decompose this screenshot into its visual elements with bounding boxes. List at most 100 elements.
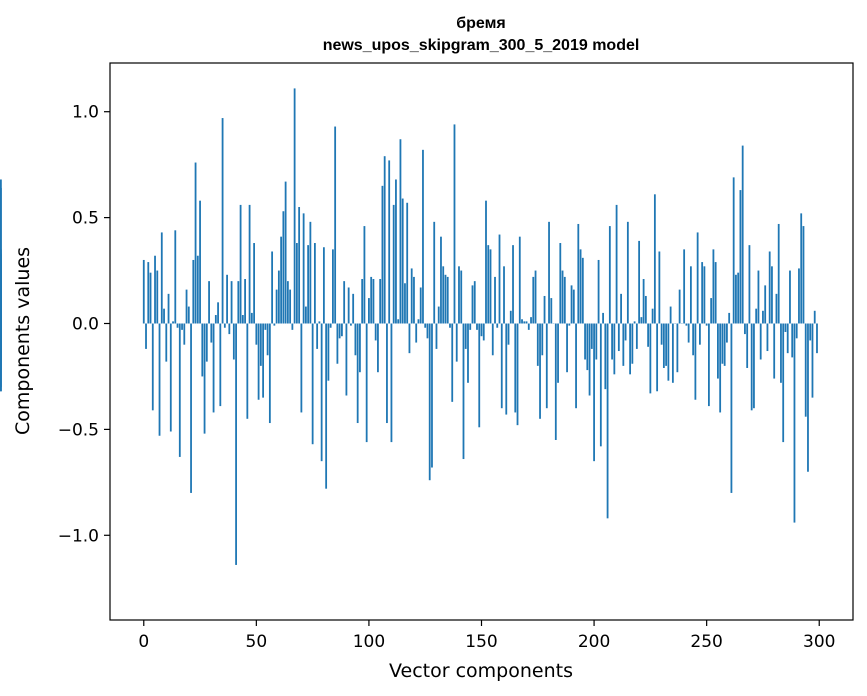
bar	[426, 323, 429, 339]
bar	[593, 323, 595, 462]
bar	[154, 255, 156, 324]
bar	[476, 323, 478, 330]
bar	[212, 323, 215, 413]
bar	[298, 207, 301, 324]
bar	[741, 145, 744, 324]
bar	[214, 315, 217, 324]
bar	[264, 323, 267, 330]
bar	[309, 221, 312, 324]
bar	[791, 323, 794, 358]
bar	[0, 323, 2, 388]
bar	[813, 310, 816, 324]
bar	[395, 179, 397, 324]
bar	[183, 323, 186, 345]
bar	[0, 255, 2, 324]
bar	[0, 323, 2, 337]
bar	[437, 306, 440, 324]
bar	[149, 272, 152, 324]
bar	[446, 276, 449, 324]
bar	[746, 323, 749, 368]
bar	[169, 323, 172, 432]
bar	[237, 281, 240, 324]
bar	[163, 308, 165, 324]
bar	[444, 274, 447, 324]
bar	[473, 281, 476, 324]
bar	[151, 323, 154, 411]
x-tick-label: 0	[138, 632, 149, 652]
bar	[753, 323, 755, 409]
bar	[316, 323, 319, 349]
bar	[320, 323, 323, 462]
bar	[284, 181, 287, 324]
bar	[784, 323, 787, 332]
bar	[338, 323, 341, 339]
bar	[804, 323, 807, 417]
bar	[498, 234, 501, 324]
bar	[167, 293, 170, 324]
bar	[604, 323, 607, 390]
bar	[489, 249, 492, 324]
bar	[721, 323, 724, 364]
bar	[602, 312, 604, 324]
bar	[491, 323, 494, 356]
bar	[807, 323, 809, 472]
bar	[694, 323, 697, 400]
bar	[399, 139, 402, 324]
bar	[386, 323, 388, 424]
bar	[642, 279, 645, 324]
bar	[325, 323, 328, 489]
bar	[735, 274, 737, 324]
bar	[793, 323, 796, 523]
bar	[282, 211, 285, 324]
bar	[577, 223, 580, 324]
bar	[516, 323, 519, 426]
bar	[714, 262, 717, 324]
x-axis-ticks: 0 50 100 150 200 250 300	[138, 620, 835, 652]
bar	[496, 323, 499, 328]
bar	[347, 287, 350, 324]
y-tick-label: 0.0	[72, 314, 99, 334]
bar	[703, 266, 706, 324]
bar	[219, 323, 222, 407]
bar	[568, 323, 571, 326]
bar	[726, 323, 728, 343]
bar	[255, 323, 258, 345]
bar	[512, 245, 514, 324]
bar	[719, 323, 722, 413]
bar	[732, 177, 735, 324]
bar	[485, 200, 487, 324]
bar	[563, 276, 566, 324]
bar	[775, 293, 778, 324]
bar	[332, 249, 334, 324]
bar	[750, 323, 753, 411]
bar	[178, 323, 181, 457]
bar	[271, 251, 274, 324]
bar	[597, 259, 600, 324]
bar	[536, 323, 539, 366]
bar	[689, 266, 692, 324]
bar	[246, 323, 249, 419]
bar	[377, 323, 379, 373]
bar	[789, 270, 791, 324]
bar	[422, 149, 424, 324]
bar	[539, 323, 541, 419]
bar	[372, 279, 375, 324]
bar	[669, 306, 672, 324]
bar	[782, 323, 785, 443]
bar	[608, 226, 611, 324]
bar	[766, 323, 769, 352]
bar	[257, 323, 260, 400]
bar	[755, 308, 758, 324]
bar	[289, 289, 292, 324]
bar	[397, 319, 400, 324]
bar	[302, 213, 305, 324]
bar	[241, 315, 244, 324]
bar	[322, 247, 325, 324]
bar	[671, 323, 674, 383]
bar	[737, 272, 740, 324]
bar	[613, 323, 616, 375]
bar	[311, 323, 314, 445]
y-axis-ticks: −1.0 −0.5 0.0 0.5 1.0	[58, 103, 110, 546]
bar	[433, 221, 436, 324]
